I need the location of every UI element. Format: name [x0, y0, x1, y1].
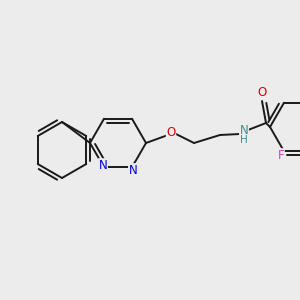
Text: O: O: [257, 86, 267, 100]
Text: N: N: [240, 124, 248, 136]
Text: N: N: [99, 159, 107, 172]
Text: F: F: [278, 149, 284, 162]
Text: H: H: [240, 135, 248, 145]
Text: N: N: [129, 164, 137, 177]
Text: O: O: [167, 127, 176, 140]
